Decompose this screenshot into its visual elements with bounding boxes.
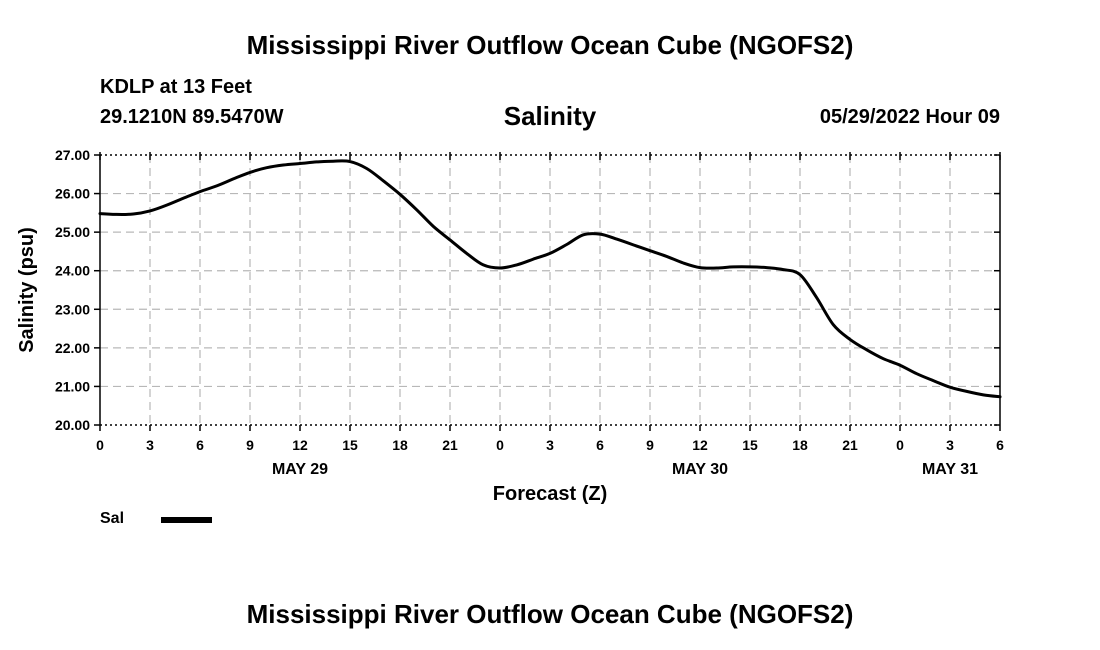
y-tick-label: 24.00 (55, 263, 90, 279)
x-tick-label: 3 (546, 437, 554, 453)
x-tick-label: 0 (96, 437, 104, 453)
y-tick-label: 23.00 (55, 301, 90, 317)
forecast-datetime: 05/29/2022 Hour 09 (819, 106, 1000, 128)
x-tick-label: 3 (946, 437, 954, 453)
y-tick-label: 25.00 (55, 224, 90, 240)
x-tick-label: 6 (196, 437, 204, 453)
x-tick-label: 6 (996, 437, 1004, 453)
x-tick-label: 18 (792, 437, 808, 453)
x-tick-label: 9 (646, 437, 654, 453)
y-tick-label: 27.00 (55, 147, 90, 163)
x-tick-label: 0 (496, 437, 504, 453)
x-tick-label: 3 (146, 437, 154, 453)
x-tick-label: 12 (292, 437, 308, 453)
legend-line-swatch (161, 517, 212, 523)
date-label: MAY 31 (922, 461, 978, 478)
x-tick-label: 15 (342, 437, 358, 453)
station-coordinates: 29.1210N 89.5470W (100, 106, 284, 128)
series-line-sal (98, 159, 1002, 399)
x-tick-label: 15 (742, 437, 758, 453)
x-tick-label: 21 (442, 437, 458, 453)
y-axis-title: Salinity (psu) (16, 227, 38, 353)
chart-title: Mississippi River Outflow Ocean Cube (NG… (246, 30, 854, 60)
x-tick-label: 0 (896, 437, 904, 453)
legend-label: Sal (100, 510, 125, 527)
x-tick-label: 21 (842, 437, 858, 453)
x-tick-label: 9 (246, 437, 254, 453)
footer-title: Mississippi River Outflow Ocean Cube (NG… (246, 599, 854, 629)
date-label: MAY 30 (672, 461, 728, 478)
x-tick-label: 18 (392, 437, 408, 453)
date-label: MAY 29 (272, 461, 328, 478)
x-axis-title: Forecast (Z) (493, 483, 607, 505)
y-tick-label: 22.00 (55, 340, 90, 356)
y-tick-label: 21.00 (55, 378, 90, 394)
y-tick-label: 20.00 (55, 417, 90, 433)
x-tick-label: 6 (596, 437, 604, 453)
x-tick-label: 12 (692, 437, 708, 453)
parameter-title: Salinity (503, 101, 597, 131)
station-label: KDLP at 13 Feet (100, 76, 252, 98)
y-tick-label: 26.00 (55, 186, 90, 202)
